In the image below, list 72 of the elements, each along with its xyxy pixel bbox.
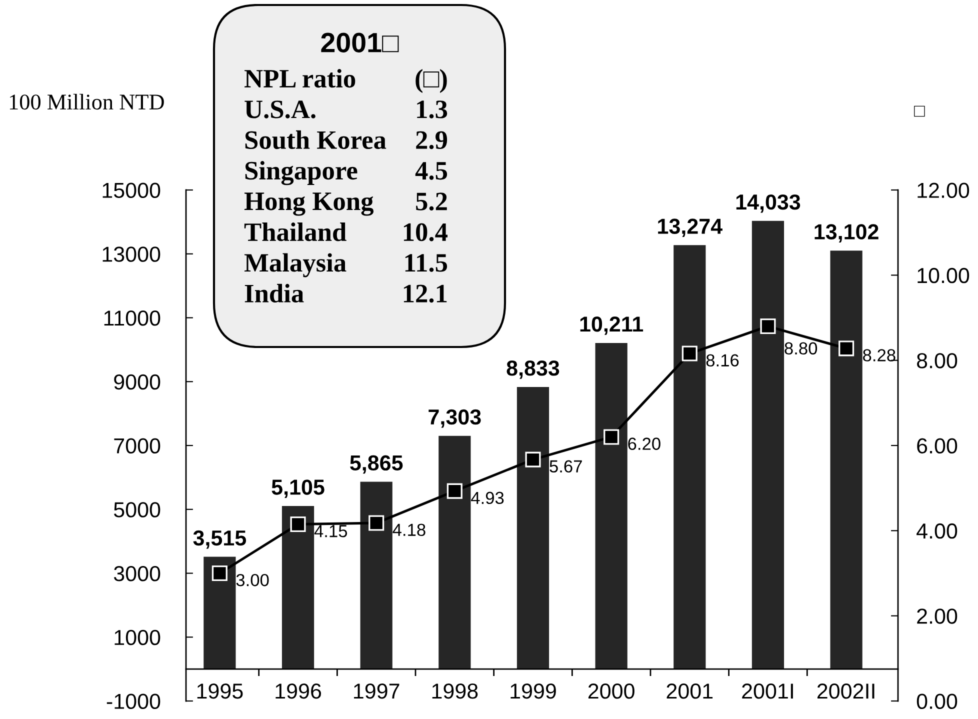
text: NPL ratio (□) [244, 69, 447, 93]
y2-tick-label: 10.00 [918, 268, 970, 284]
text: Thailand 10.4 [244, 222, 448, 242]
data-label: 4.15 [314, 525, 348, 538]
y2-tick-label: 0.00 [916, 694, 958, 710]
data-label: 5,105 [272, 480, 324, 498]
point [212, 565, 228, 582]
data-label: 13,274 [658, 218, 722, 238]
data-label: 6.20 [628, 438, 660, 450]
point [760, 318, 776, 334]
data-label: 7,303 [428, 409, 481, 428]
y-tick-label: 11000 [104, 310, 160, 326]
data-label: 10,211 [580, 316, 644, 335]
data-label: 8.16 [706, 354, 739, 367]
x-tick-label: 1999 [510, 684, 556, 699]
y-tick-label: 3000 [114, 566, 160, 582]
data-label: 13,102 [814, 224, 878, 243]
point [368, 515, 384, 531]
bar [830, 250, 862, 670]
point [525, 452, 541, 468]
data-label: 3.00 [236, 574, 269, 586]
x-tick-label: 2001I [742, 684, 793, 699]
data-label: 8,833 [506, 360, 560, 379]
data-label: 5.67 [550, 460, 582, 473]
y-tick-label: 15000 [102, 182, 160, 198]
y-axis-title: 100 Million NTD [10, 94, 164, 110]
y2-axis-title: □ [914, 106, 925, 117]
y-tick-label: 7000 [114, 438, 160, 454]
y-tick-label: -1000 [106, 694, 160, 710]
data-label: 5,865 [350, 455, 403, 474]
bar [674, 245, 706, 670]
point [604, 429, 620, 445]
bar [204, 556, 236, 670]
x-tick-label: 1996 [276, 684, 322, 699]
bar [282, 506, 314, 670]
text: Hong Kong 5.2 [244, 192, 447, 216]
bar [360, 482, 392, 670]
x-tick-label: 1995 [197, 684, 243, 699]
bar [595, 342, 628, 670]
data-label: 8.28 [863, 349, 896, 362]
x-tick-label: 1997 [354, 684, 400, 699]
text: U.S.A. 1.3 [244, 100, 448, 118]
point [682, 346, 698, 362]
text: Malaysia 11.5 [244, 253, 448, 278]
x-tick-label: 2000 [588, 684, 634, 699]
text: South Korea 2.9 [245, 130, 448, 150]
y-tick-label: 5000 [114, 502, 160, 518]
y-tick-label: 9000 [114, 374, 160, 390]
y2-tick-label: 4.00 [916, 523, 958, 539]
data-label: 4.18 [392, 524, 426, 536]
y2-tick-label: 12.00 [918, 182, 970, 198]
y2-tick-label: 2.00 [917, 608, 958, 624]
text: Singapore 4.5 [245, 161, 448, 186]
x-tick-label: 2001 [666, 684, 713, 699]
text: India 12.1 [244, 284, 447, 303]
y-tick-label: 13000 [102, 246, 160, 262]
x-tick-label: 2002II [817, 684, 874, 699]
bar [438, 436, 471, 670]
point [446, 483, 462, 499]
data-label: 8.80 [784, 342, 818, 355]
text: 2001□ [321, 32, 399, 52]
y-tick-label: 1000 [114, 630, 160, 646]
bar [752, 220, 784, 670]
point [290, 516, 306, 532]
x-tick-label: 1998 [432, 684, 478, 699]
bar [516, 386, 550, 670]
data-label: 14,033 [736, 194, 800, 213]
y2-tick-label: 8.00 [916, 353, 958, 368]
data-label: 3,515 [193, 530, 246, 549]
y2-tick-label: 6.00 [917, 438, 958, 454]
point [838, 340, 854, 356]
data-label: 4.93 [471, 492, 504, 504]
